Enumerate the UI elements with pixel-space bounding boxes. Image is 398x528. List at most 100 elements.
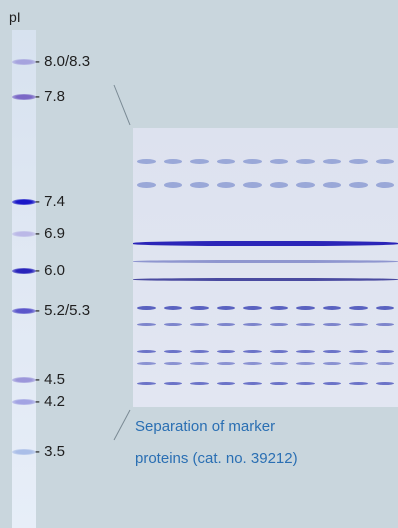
gel-band	[322, 382, 341, 385]
gel-band	[190, 350, 209, 353]
gel-band	[163, 306, 182, 310]
gel-band	[375, 382, 394, 385]
gel-band-row	[133, 362, 398, 365]
gel-band	[190, 159, 209, 164]
gel-band	[216, 159, 235, 164]
gel-band	[296, 182, 315, 188]
axis-title: pI	[9, 9, 21, 25]
gel-band	[296, 306, 315, 310]
gel-band	[190, 323, 209, 326]
gel-band	[243, 159, 262, 164]
gel-band	[322, 350, 341, 353]
gel-band-row	[133, 260, 398, 263]
gel-band	[216, 323, 235, 326]
gel-band	[269, 323, 288, 326]
gel-band-row	[133, 350, 398, 353]
marker-band	[12, 94, 36, 100]
gel-band	[137, 323, 156, 326]
gel-band	[349, 323, 368, 326]
marker-band	[12, 449, 36, 455]
gel-band	[296, 323, 315, 326]
gel-band	[243, 306, 262, 310]
gel-band	[190, 382, 209, 385]
marker-label: - 4.5	[35, 371, 66, 388]
gel-band-row	[133, 278, 398, 281]
gel-band	[296, 362, 315, 365]
gel-band	[322, 323, 341, 326]
gel-band	[322, 306, 341, 310]
gel-band	[322, 159, 341, 164]
gel-band-row	[133, 241, 398, 246]
gel-band	[133, 260, 398, 263]
marker-label: - 7.4	[35, 193, 66, 210]
caption-line-1: Separation of marker	[135, 418, 276, 435]
gel-band	[349, 382, 368, 385]
gel-band	[137, 362, 156, 365]
gel-band	[216, 182, 235, 188]
marker-band	[12, 199, 36, 205]
gel-band	[216, 306, 235, 310]
gel-band	[322, 182, 341, 188]
gel-band	[163, 159, 182, 164]
marker-label: - 5.2/5.3	[35, 302, 91, 319]
gel-band-row	[133, 182, 398, 188]
gel-band	[322, 362, 341, 365]
marker-band	[12, 59, 36, 65]
gel-band	[137, 182, 156, 188]
gel-band	[269, 382, 288, 385]
gel-band	[137, 350, 156, 353]
gel-band-row	[133, 382, 398, 385]
gel-band	[349, 159, 368, 164]
gel-band	[349, 182, 368, 188]
gel-band	[375, 182, 394, 188]
gel-band	[163, 382, 182, 385]
gel-band	[190, 362, 209, 365]
gel-band	[216, 362, 235, 365]
gel-band	[133, 278, 398, 281]
gel-band	[349, 306, 368, 310]
gel-band	[269, 350, 288, 353]
marker-label: - 6.9	[35, 225, 66, 242]
marker-strip	[12, 30, 36, 528]
gel-band	[349, 350, 368, 353]
gel-band	[137, 159, 156, 164]
gel-band	[375, 362, 394, 365]
gel-band	[243, 350, 262, 353]
marker-label: - 7.8	[35, 88, 66, 105]
gel-band	[243, 382, 262, 385]
gel-band	[269, 362, 288, 365]
gel-band	[216, 382, 235, 385]
marker-band	[12, 308, 36, 314]
gel-band	[190, 182, 209, 188]
gel-band	[216, 350, 235, 353]
gel-band	[269, 182, 288, 188]
gel-band	[296, 159, 315, 164]
gel-band	[375, 159, 394, 164]
marker-band	[12, 268, 36, 274]
gel-band-row	[133, 323, 398, 326]
gel-band	[190, 306, 209, 310]
gel-band	[163, 362, 182, 365]
gel-band	[375, 350, 394, 353]
gel-band	[243, 323, 262, 326]
marker-label: - 4.2	[35, 393, 66, 410]
gel-band	[296, 382, 315, 385]
gel-band	[137, 306, 156, 310]
caption-line-2: proteins (cat. no. 39212)	[135, 450, 298, 467]
gel-band-row	[133, 159, 398, 164]
gel-image	[133, 128, 398, 407]
gel-band	[163, 182, 182, 188]
gel-band	[163, 350, 182, 353]
gel-band	[163, 323, 182, 326]
gel-band-row	[133, 306, 398, 310]
gel-band	[137, 382, 156, 385]
gel-band	[375, 306, 394, 310]
gel-band	[375, 323, 394, 326]
marker-label: - 3.5	[35, 443, 66, 460]
gel-band	[269, 159, 288, 164]
marker-band	[12, 399, 36, 405]
marker-label: - 6.0	[35, 262, 66, 279]
gel-band	[243, 362, 262, 365]
gel-band	[133, 241, 398, 246]
